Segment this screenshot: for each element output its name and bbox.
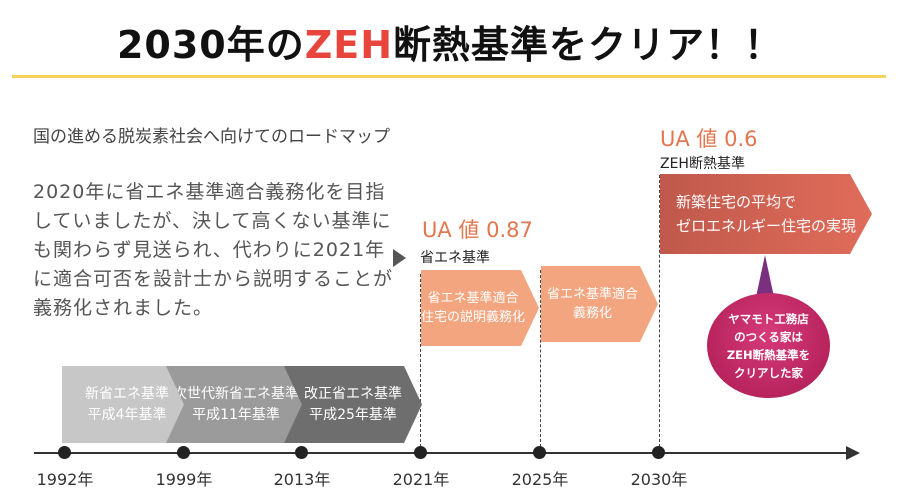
- standard-1992: 新省エネ基準 平成4年基準: [62, 366, 192, 443]
- vline-2030: [659, 175, 660, 452]
- standard-1999-line2: 平成11年基準: [192, 406, 280, 423]
- arrow-2030-line1: 新築住宅の平均で: [676, 193, 797, 211]
- title-suffix: 断熱基準をクリア！！: [393, 23, 784, 67]
- title-accent: ZEH: [304, 23, 394, 67]
- standard-2013-line1: 改正省エネ基準: [304, 385, 402, 402]
- balloon-tail: [756, 255, 774, 297]
- pointer-icon: [393, 249, 406, 267]
- year-2021: 2021年: [392, 470, 450, 489]
- timeline-dot-2013: [295, 446, 308, 459]
- standard-1999-line1: 次世代新省エネ基準: [173, 385, 299, 402]
- timeline-dot-1999: [177, 446, 190, 459]
- callout-balloon: ヤマモト工務店 のつくる家は ZEH断熱基準を クリアした家: [707, 293, 830, 398]
- year-1992: 1992年: [36, 470, 94, 489]
- arrow-2021-line1: 省エネ基準適合: [427, 291, 519, 306]
- ua-087-value: UA 値 0.87: [422, 218, 533, 242]
- arrow-2030-line2: ゼロエネルギー住宅の実現: [676, 217, 857, 235]
- year-2025: 2025年: [511, 470, 569, 489]
- year-1999: 1999年: [155, 470, 213, 489]
- arrow-2025-line2: 義務化: [572, 306, 612, 321]
- timeline-axis: [34, 452, 850, 454]
- timeline-dot-2021: [414, 446, 427, 459]
- balloon-line1: ヤマモト工務店: [728, 311, 809, 326]
- timeline-dot-2030: [652, 446, 665, 459]
- balloon-line2: のつくる家は: [734, 329, 803, 344]
- roadmap-title: 国の進める脱炭素社会へ向けてのロードマップ: [33, 127, 390, 147]
- timeline-arrowhead: [846, 446, 860, 460]
- timeline-dot-2025: [533, 446, 546, 459]
- timeline-dot-1992: [58, 446, 71, 459]
- arrow-2030: 新築住宅の平均で ゼロエネルギー住宅の実現: [660, 174, 872, 254]
- ua-087-label: 省エネ基準: [420, 250, 490, 266]
- standard-2013-line2: 平成25年基準: [309, 406, 397, 423]
- standard-1999: 次世代新省エネ基準 平成11年基準: [166, 366, 306, 443]
- ua-06-label: ZEH断熱基準: [660, 156, 745, 172]
- standard-1992-line2: 平成4年基準: [87, 406, 167, 423]
- arrow-2021-line2: 住宅の説明義務化: [421, 310, 526, 325]
- year-2013: 2013年: [273, 470, 331, 489]
- year-2030: 2030年: [630, 470, 688, 489]
- ua-06-value: UA 値 0.6: [660, 127, 758, 151]
- standard-1992-line1: 新省エネ基準: [85, 385, 169, 402]
- page-title: 2030年のZEH断熱基準をクリア！！: [0, 14, 900, 69]
- divider: [12, 75, 886, 78]
- balloon-line4: クリアした家: [734, 365, 803, 380]
- description-text: 2020年に省エネ基準適合義務化を目指していましたが、決して高くない基準にも関わ…: [33, 181, 394, 319]
- balloon-line3: ZEH断熱基準を: [726, 347, 811, 362]
- vline-2021: [420, 274, 421, 452]
- standard-2013: 改正省エネ基準 平成25年基準: [284, 366, 422, 443]
- arrow-2025-line1: 省エネ基準適合: [546, 287, 638, 302]
- vline-2025: [540, 270, 541, 452]
- title-prefix: 2030年の: [116, 23, 305, 67]
- arrow-2021: 省エネ基準適合 住宅の説明義務化: [421, 270, 539, 346]
- arrow-2025: 省エネ基準適合 義務化: [541, 266, 658, 342]
